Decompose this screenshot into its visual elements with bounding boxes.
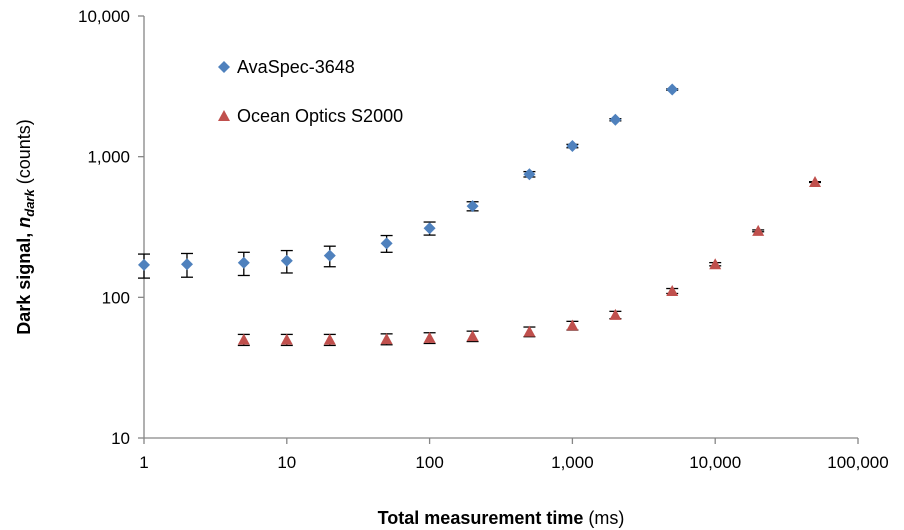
data-markers xyxy=(138,83,822,345)
avaspec-3648-point xyxy=(280,254,293,267)
legend-marker-avaspec xyxy=(218,61,230,73)
ocean-optics-s2000-point xyxy=(280,333,293,345)
avaspec-3648-point xyxy=(523,168,536,181)
y-tick-label: 100 xyxy=(102,288,130,307)
avaspec-3648-point xyxy=(380,237,393,250)
legend-label-avaspec: AvaSpec-3648 xyxy=(237,57,355,77)
x-tick-label: 100 xyxy=(415,453,443,472)
ocean-optics-s2000-point xyxy=(809,176,822,188)
avaspec-3648-point xyxy=(566,140,579,153)
y-axis-title-bold: Dark signal, xyxy=(14,228,34,335)
legend: AvaSpec-3648 Ocean Optics S2000 xyxy=(218,57,403,126)
ocean-optics-s2000-point xyxy=(423,331,436,343)
avaspec-3648-point xyxy=(180,258,193,271)
avaspec-3648-point xyxy=(237,256,250,269)
x-tick-label: 100,000 xyxy=(827,453,888,472)
ocean-optics-s2000-point xyxy=(523,325,536,337)
y-axis-ticks: 10 100 1,000 10,000 xyxy=(78,7,144,448)
avaspec-3648-point xyxy=(323,249,336,262)
y-tick-label: 10 xyxy=(111,429,130,448)
ocean-optics-s2000-point xyxy=(666,284,679,296)
avaspec-3648-point xyxy=(609,113,622,126)
plot-area: 1 10 100 1,000 10,000 100,000 10 100 1,000 10,00… xyxy=(78,7,889,472)
ocean-optics-s2000-point xyxy=(752,224,765,236)
avaspec-3648-point xyxy=(138,258,150,271)
legend-marker-ocean-optics xyxy=(218,110,230,121)
x-tick-label: 1 xyxy=(139,453,148,472)
ocean-optics-s2000-point xyxy=(566,319,579,331)
y-tick-label: 10,000 xyxy=(78,7,130,26)
x-tick-label: 1,000 xyxy=(551,453,594,472)
ocean-optics-s2000-point xyxy=(709,258,722,270)
ocean-optics-s2000-point xyxy=(237,333,250,345)
y-axis-title: Dark signal, ndark (counts) xyxy=(14,119,37,335)
y-tick-label: 1,000 xyxy=(87,148,130,167)
legend-label-ocean-optics: Ocean Optics S2000 xyxy=(237,106,403,126)
x-axis-title-unit: (ms) xyxy=(583,508,624,528)
x-axis-ticks: 1 10 100 1,000 10,000 100,000 xyxy=(139,438,889,472)
x-axis-title-bold: Total measurement time xyxy=(378,508,584,528)
y-axis-title-unit: (counts) xyxy=(14,119,34,189)
avaspec-3648-point xyxy=(666,83,679,96)
ocean-optics-s2000-point xyxy=(323,333,336,345)
avaspec-3648-point xyxy=(466,200,479,213)
y-axis-title-variable: n xyxy=(14,217,34,228)
ocean-optics-s2000-point xyxy=(380,333,393,345)
ocean-optics-s2000-point xyxy=(466,330,479,342)
ocean-optics-s2000-point xyxy=(609,308,622,320)
x-tick-label: 10 xyxy=(277,453,296,472)
error-bars xyxy=(138,88,822,347)
x-axis-title: Total measurement time (ms) xyxy=(378,508,625,528)
avaspec-3648-point xyxy=(423,222,436,235)
y-axis-title-subscript: dark xyxy=(22,188,37,216)
x-tick-label: 10,000 xyxy=(689,453,741,472)
